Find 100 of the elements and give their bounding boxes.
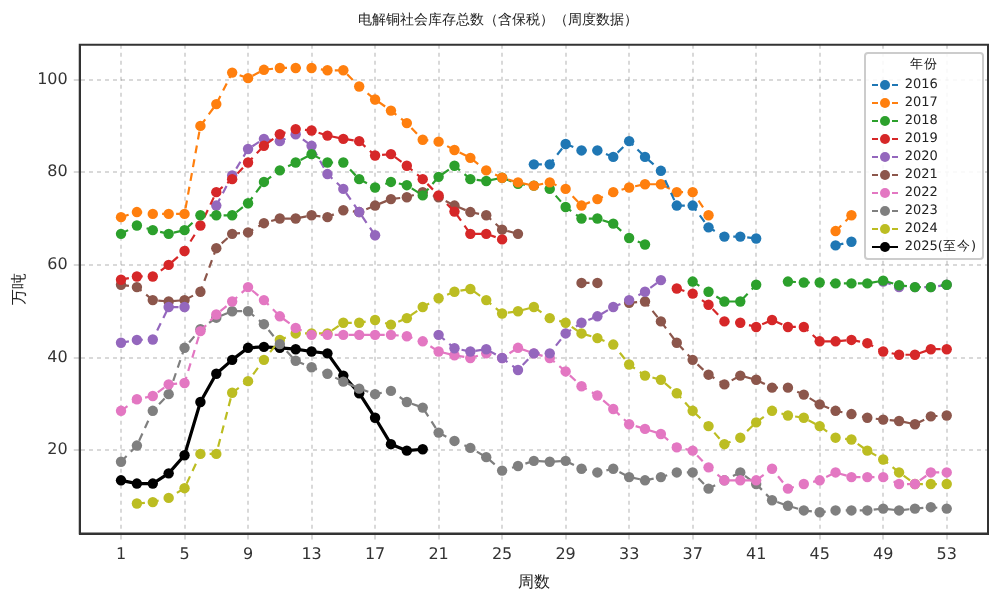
point — [147, 390, 158, 402]
point — [623, 419, 635, 430]
point — [655, 471, 667, 483]
point — [719, 316, 730, 327]
point — [830, 405, 841, 417]
point — [401, 331, 413, 342]
point — [211, 243, 222, 254]
point — [893, 505, 905, 516]
point — [671, 186, 682, 198]
point — [766, 495, 778, 506]
point — [306, 148, 317, 160]
point — [703, 369, 714, 380]
point — [369, 94, 381, 105]
point — [671, 388, 682, 399]
point — [338, 376, 349, 387]
point — [274, 129, 286, 140]
point — [433, 329, 444, 341]
point — [798, 505, 810, 516]
point — [179, 450, 190, 461]
point — [592, 145, 603, 156]
point — [496, 234, 508, 245]
point — [782, 500, 794, 511]
point — [719, 438, 730, 450]
point — [147, 405, 158, 417]
point — [147, 208, 158, 220]
point — [147, 334, 158, 345]
point — [814, 399, 825, 410]
x-tick-label: 45 — [809, 545, 830, 564]
point — [211, 186, 222, 198]
point — [417, 336, 428, 347]
point — [862, 505, 873, 516]
point — [592, 213, 603, 224]
point — [671, 200, 682, 211]
point — [242, 157, 254, 168]
point — [179, 245, 190, 257]
point — [354, 383, 365, 394]
point — [576, 317, 587, 328]
point — [782, 321, 794, 333]
point — [242, 281, 254, 293]
point — [163, 228, 174, 240]
point — [719, 296, 730, 307]
point — [274, 62, 286, 74]
point — [131, 394, 143, 405]
point — [417, 134, 428, 145]
point — [433, 346, 444, 357]
point — [576, 381, 587, 392]
point — [941, 467, 952, 478]
point — [623, 182, 635, 193]
point — [242, 375, 254, 387]
point — [338, 317, 349, 328]
point — [338, 205, 349, 216]
point — [147, 224, 158, 236]
point — [258, 294, 270, 306]
point — [687, 186, 698, 198]
point — [862, 278, 873, 289]
point — [322, 157, 333, 168]
point — [592, 193, 603, 205]
point — [846, 278, 857, 289]
point — [322, 130, 333, 141]
point — [608, 218, 619, 229]
point — [290, 157, 301, 168]
point — [496, 465, 508, 476]
point — [481, 228, 492, 240]
point — [544, 348, 555, 359]
point — [449, 343, 460, 354]
point — [893, 478, 905, 490]
point — [830, 240, 841, 251]
point — [322, 168, 333, 180]
point — [290, 62, 301, 74]
point — [258, 354, 270, 366]
point — [512, 228, 524, 240]
point — [147, 294, 158, 306]
point — [115, 274, 127, 285]
point — [449, 435, 460, 447]
point — [639, 475, 651, 486]
point — [639, 370, 651, 381]
point — [814, 507, 825, 518]
point — [147, 496, 158, 508]
point — [131, 281, 143, 293]
point — [925, 344, 937, 355]
point — [655, 179, 667, 190]
point — [147, 478, 158, 489]
point — [401, 396, 413, 408]
point — [369, 412, 381, 423]
point — [639, 286, 651, 297]
point — [163, 379, 174, 390]
point — [608, 151, 619, 163]
point — [623, 471, 635, 483]
point — [322, 211, 333, 223]
point — [306, 362, 317, 373]
point — [369, 182, 381, 193]
point — [449, 206, 460, 217]
point — [242, 143, 254, 155]
point — [512, 460, 524, 472]
point — [211, 98, 222, 110]
point — [878, 346, 889, 357]
point — [576, 328, 587, 339]
x-tick-label: 5 — [179, 545, 190, 564]
point — [687, 276, 698, 287]
point — [242, 306, 254, 317]
